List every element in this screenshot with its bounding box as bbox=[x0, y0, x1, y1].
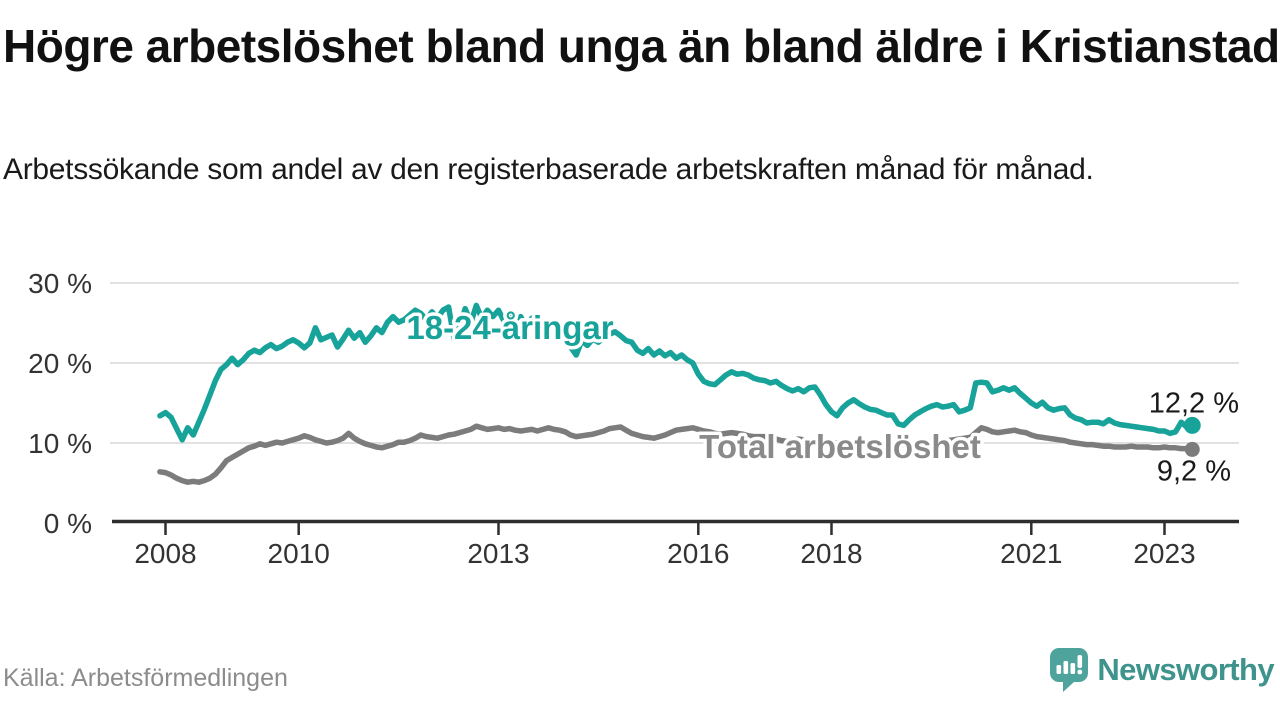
end-dot-young bbox=[1183, 416, 1201, 434]
x-tick-label-2016: 2016 bbox=[667, 538, 729, 569]
chart-subtitle: Arbetssökande som andel av den registerb… bbox=[3, 153, 1094, 186]
x-tick-label-2013: 2013 bbox=[467, 538, 529, 569]
newsworthy-logo: Newsworthy bbox=[1050, 648, 1275, 692]
y-tick-label-0: 0 % bbox=[44, 508, 92, 539]
series-label-total: Total arbetslöshet bbox=[699, 428, 981, 465]
chart-title: Högre arbetslöshet bland unga än bland ä… bbox=[3, 20, 1280, 72]
logo-exclamation-stem bbox=[1077, 655, 1083, 668]
y-tick-label-20: 20 % bbox=[28, 348, 92, 379]
x-tick-label-2023: 2023 bbox=[1133, 538, 1195, 569]
y-tick-label-10: 10 % bbox=[28, 428, 92, 459]
series-line-total bbox=[157, 423, 1196, 485]
logo-bar-small bbox=[1056, 665, 1062, 674]
x-tick-label-2018: 2018 bbox=[800, 538, 862, 569]
newsworthy-bubble-icon bbox=[1050, 648, 1089, 692]
logo-bar-large bbox=[1070, 663, 1076, 674]
x-tick-label-2010: 2010 bbox=[268, 538, 330, 569]
end-value-label-total: 9,2 % bbox=[1157, 455, 1231, 487]
x-tick-label-2021: 2021 bbox=[1000, 538, 1062, 569]
y-tick-label-30: 30 % bbox=[28, 268, 92, 299]
newsworthy-wordmark: Newsworthy bbox=[1097, 652, 1274, 687]
logo-exclamation-dot bbox=[1077, 669, 1083, 675]
logo-bar-medium bbox=[1063, 661, 1069, 674]
x-tick-label-2008: 2008 bbox=[134, 538, 196, 569]
series-line-young bbox=[157, 302, 1196, 443]
end-dot-total bbox=[1184, 441, 1200, 457]
series-label-young: 18-24-åringar bbox=[406, 309, 613, 346]
end-value-label-young: 12,2 % bbox=[1149, 387, 1239, 419]
source-note: Källa: Arbetsförmedlingen bbox=[3, 664, 288, 692]
